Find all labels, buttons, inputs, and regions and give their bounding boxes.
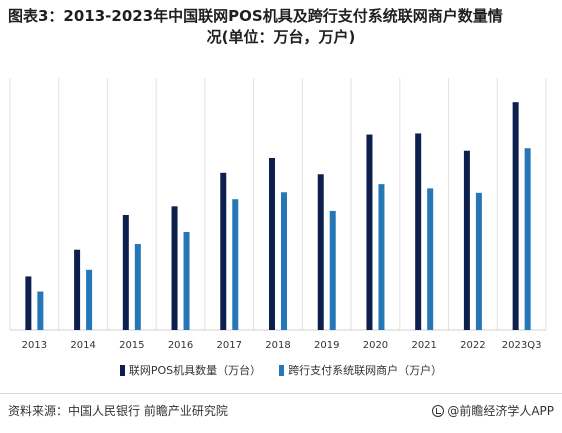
bar-merchants-2018 — [281, 192, 287, 330]
chart-title-line2: 况(单位：万台，万户) — [206, 28, 356, 46]
bar-pos-2013 — [25, 276, 32, 330]
x-tick-label: 2015 — [119, 340, 144, 351]
chart-legend: 联网POS机具数量（万台） 跨行支付系统联网商户（万户） — [0, 362, 562, 378]
bar-pos-2018 — [269, 157, 275, 330]
legend-label-pos: 联网POS机具数量（万台） — [128, 364, 262, 377]
brand-credit: @前瞻经济学人APP — [432, 402, 554, 419]
bar-pos-2020 — [366, 134, 373, 330]
bar-merchants-2023Q3 — [524, 148, 531, 330]
x-tick-label: 2022 — [460, 340, 485, 351]
bar-merchants-2020 — [378, 184, 385, 330]
bar-merchants-2019 — [329, 210, 336, 330]
bar-merchants-2022 — [475, 192, 482, 330]
x-tick-label: 2023Q3 — [502, 340, 542, 351]
tick-layer: 2013 2014 2015 2016 2017 2018 2019 2020 2021 2022… — [22, 340, 542, 351]
x-tick-label: 2018 — [265, 340, 290, 351]
legend-label-merchants: 跨行支付系统联网商户（万户） — [288, 364, 443, 377]
legend-swatch-merchants — [279, 364, 285, 376]
x-tick-label: 2013 — [22, 340, 47, 351]
grid-layer — [9, 78, 547, 331]
bar-merchants-2016 — [183, 232, 190, 330]
legend-item-pos: 联网POS机具数量（万台） — [119, 362, 262, 378]
brand-logo-icon — [432, 404, 445, 417]
bar-merchants-2021 — [427, 188, 434, 330]
x-tick-label: 2021 — [411, 340, 436, 351]
bar-layer — [25, 102, 531, 330]
x-tick-label: 2014 — [70, 340, 95, 351]
bar-pos-2015 — [122, 214, 129, 330]
chart-title: 图表3：2013-2023年中国联网POS机具及跨行支付系统联网商户数量情 况(… — [8, 6, 554, 48]
bar-pos-2021 — [415, 133, 422, 330]
brand-label: @前瞻经济学人APP — [447, 404, 554, 418]
bar-pos-2022 — [463, 150, 470, 330]
bar-pos-2016 — [171, 206, 178, 330]
bar-merchants-2014 — [86, 269, 93, 330]
x-tick-label: 2017 — [217, 340, 242, 351]
chart-title-line1: 图表3：2013-2023年中国联网POS机具及跨行支付系统联网商户数量情 — [8, 7, 503, 25]
source-note: 资料来源：中国人民银行 前瞻产业研究院 — [8, 404, 228, 418]
legend-item-merchants: 跨行支付系统联网商户（万户） — [279, 362, 442, 378]
bar-merchants-2015 — [134, 243, 141, 330]
x-tick-label: 2020 — [363, 340, 388, 351]
bar-pos-2017 — [220, 172, 227, 330]
bar-pos-2023Q3 — [512, 102, 519, 330]
x-tick-label: 2016 — [168, 340, 193, 351]
bar-pos-2014 — [74, 249, 81, 330]
bar-merchants-2017 — [232, 199, 239, 330]
x-tick-label: 2019 — [314, 340, 339, 351]
bar-pos-2019 — [317, 174, 324, 330]
footer-divider — [0, 393, 562, 394]
legend-swatch-pos — [119, 364, 125, 376]
bar-merchants-2013 — [37, 291, 44, 330]
